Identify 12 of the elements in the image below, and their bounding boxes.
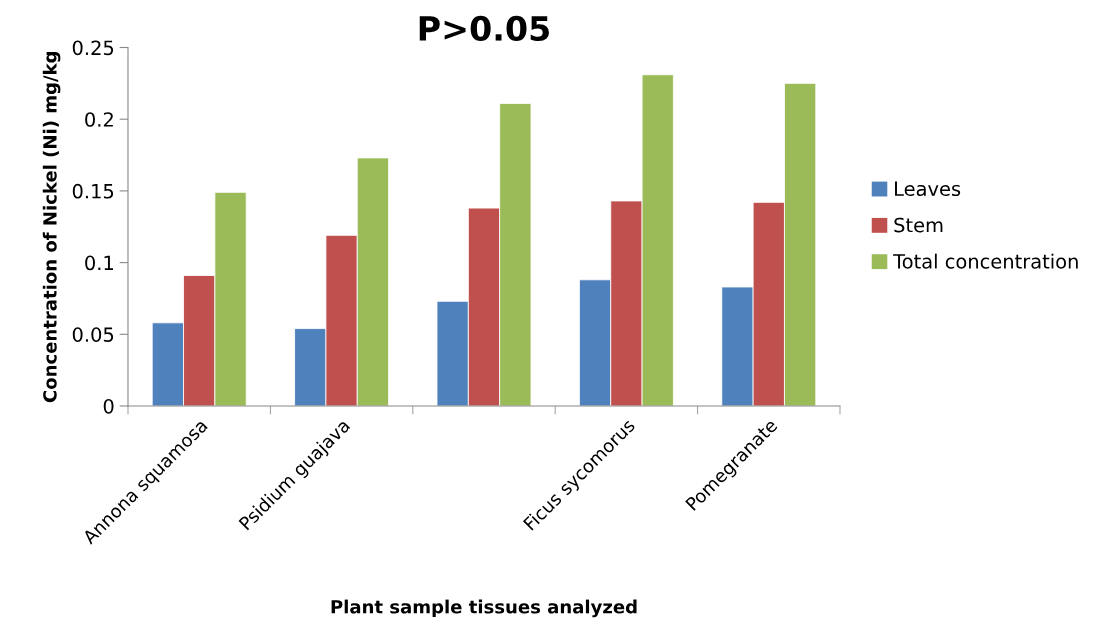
x-axis-title: Plant sample tissues analyzed	[331, 599, 637, 618]
y-tick-label: 0.15	[72, 183, 114, 199]
legend-label: Total concentration	[893, 253, 1078, 269]
y-tick-label: 0.1	[85, 255, 114, 271]
y-axis-title: Concentration of Nickel (Ni) mg/kg	[42, 51, 61, 403]
legend-label: Stem	[894, 217, 943, 233]
y-tick-label: 0	[103, 398, 114, 414]
y-tick-label: 0.05	[72, 327, 114, 342]
y-tick-label: 0.2	[85, 112, 113, 127]
chart-title: P>0.05	[419, 15, 549, 42]
legend-label: Leaves	[895, 181, 961, 197]
y-tick-label: 0.25	[72, 40, 114, 56]
